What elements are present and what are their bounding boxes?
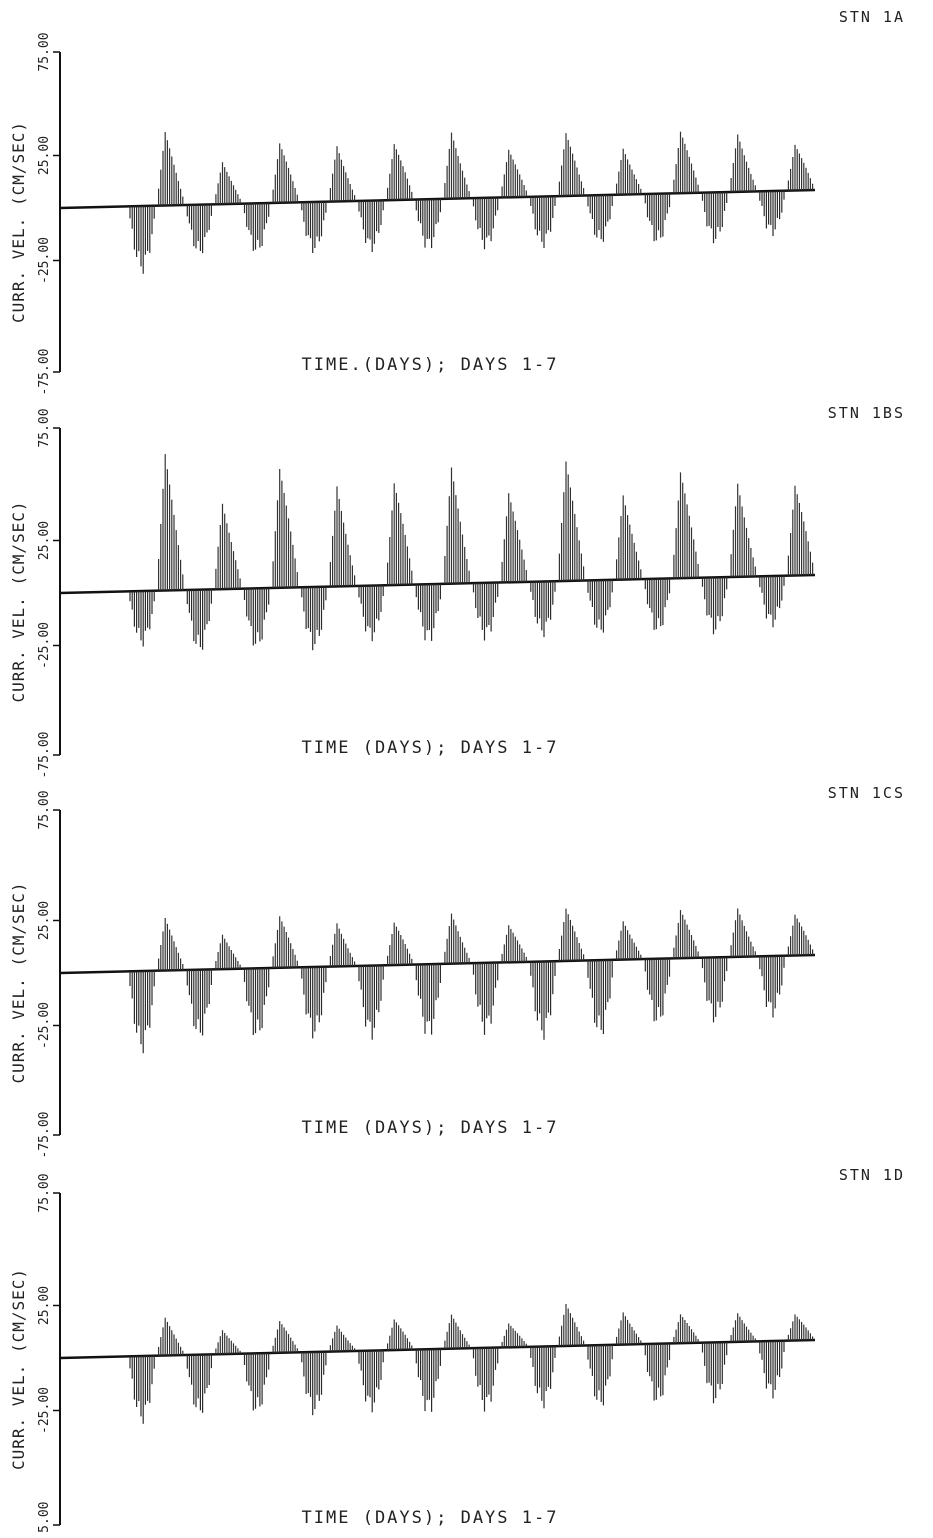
y-tick-label: -25.00 [37,1387,52,1434]
y-axis-label: CURR. VEL. (CM/SEC) [9,1268,28,1470]
y-tick-label: 25.00 [37,901,52,940]
chart-panel-4: STN 1D 75.00 25.00 -25.00 -75.00 CURR. VEL. (… [9,1166,905,1538]
y-tick-label: 75.00 [37,1173,52,1212]
x-axis-label: TIME (DAYS); DAYS 1-7 [302,1508,559,1528]
x-axis-label: TIME.(DAYS); DAYS 1-7 [302,355,559,375]
station-label: STN 1D [839,1166,905,1184]
y-tick-label: 75.00 [37,790,52,829]
chart-panel-3: STN 1CS 75.00 25.00 -25.00 -75.00 CURR. VEL. … [9,784,905,1159]
y-axis-label: CURR. VEL. (CM/SEC) [9,500,28,702]
y-axis-label: CURR. VEL. (CM/SEC) [9,881,28,1083]
y-tick-label: -75.00 [37,1502,52,1533]
y-tick-label: -25.00 [37,1002,52,1049]
y-tick-label: -75.00 [37,732,52,779]
zero-line [59,1338,816,1360]
zero-line [59,188,816,210]
station-label: STN 1CS [828,784,905,802]
chart-panel-1: STN 1A 75.00 25.00 -25.00 -75.00 CURR. VEL. (… [9,8,905,396]
y-tick-label: -25.00 [37,622,52,669]
y-tick-label: 25.00 [37,1286,52,1325]
y-tick-label: -75.00 [37,1112,52,1159]
x-axis-label: TIME (DAYS); DAYS 1-7 [302,738,559,758]
x-axis-label: TIME (DAYS); DAYS 1-7 [302,1118,559,1138]
y-tick-label: 25.00 [37,521,52,560]
y-tick-label: 75.00 [37,408,52,447]
y-axis-label: CURR. VEL. (CM/SEC) [9,121,28,323]
y-tick-label: 25.00 [37,136,52,175]
y-tick-label: -25.00 [37,237,52,284]
station-label: STN 1A [839,8,905,26]
chart-panel-2: STN 1BS 75.00 25.00 -25.00 -75.00 CURR. VEL. … [9,404,905,779]
station-label: STN 1BS [828,404,905,422]
y-tick-label: 75.00 [37,32,52,71]
y-tick-label: -75.00 [37,349,52,396]
zero-line [59,573,816,595]
zero-line [59,953,816,975]
